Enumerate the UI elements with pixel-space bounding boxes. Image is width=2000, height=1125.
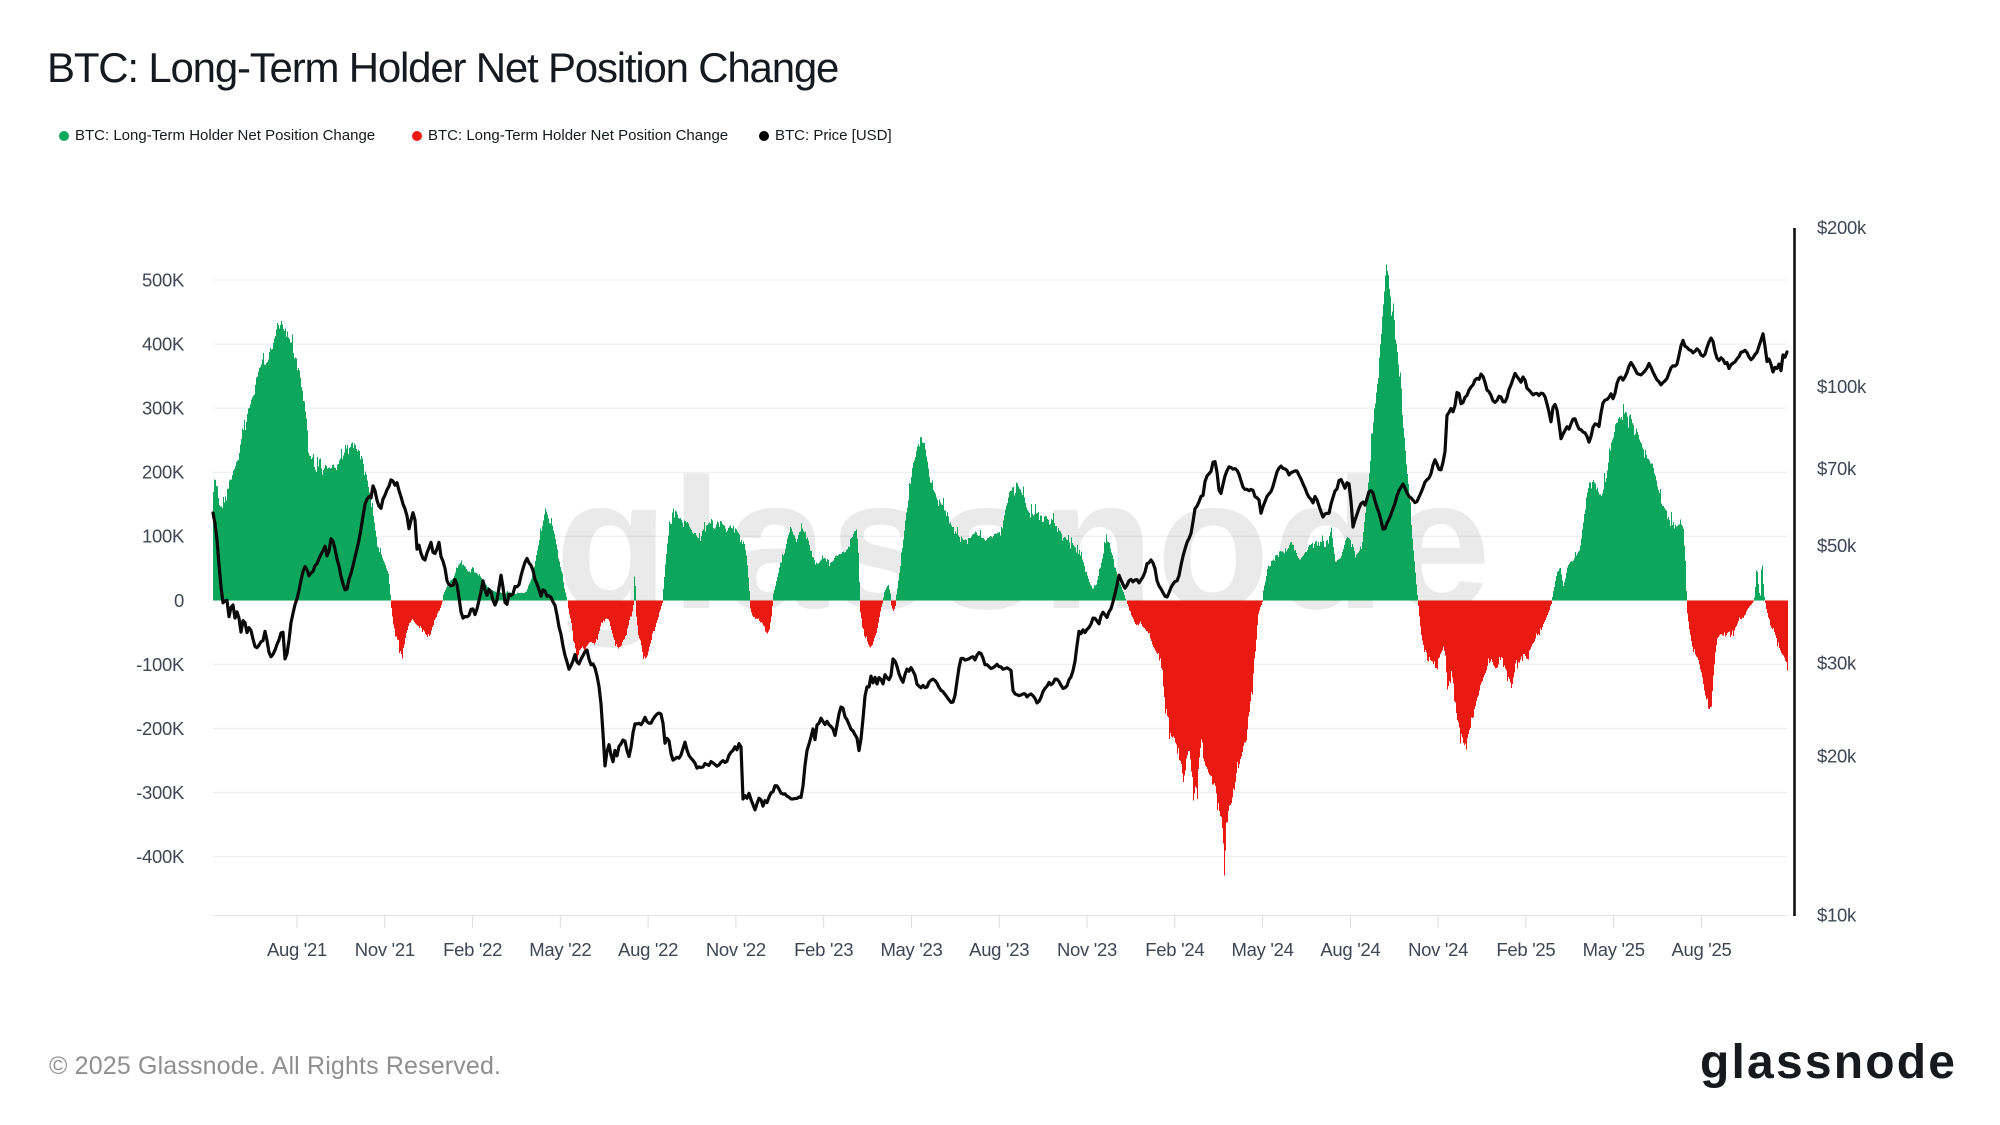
svg-text:100K: 100K (142, 526, 185, 547)
svg-text:0: 0 (174, 590, 184, 611)
svg-text:400K: 400K (142, 334, 185, 355)
svg-text:300K: 300K (142, 398, 185, 419)
svg-text:Aug '23: Aug '23 (969, 939, 1029, 960)
svg-text:Feb '24: Feb '24 (1145, 939, 1204, 960)
svg-text:$100k: $100k (1817, 376, 1867, 397)
svg-text:Feb '25: Feb '25 (1496, 939, 1555, 960)
svg-text:-200K: -200K (136, 718, 185, 739)
svg-text:$30k: $30k (1817, 652, 1857, 673)
svg-text:May '22: May '22 (529, 939, 591, 960)
svg-text:-100K: -100K (136, 654, 185, 675)
svg-text:$200k: $200k (1817, 217, 1867, 238)
svg-text:200K: 200K (142, 462, 185, 483)
svg-text:Nov '24: Nov '24 (1408, 939, 1468, 960)
svg-text:$50k: $50k (1817, 535, 1857, 556)
svg-text:Nov '21: Nov '21 (355, 939, 415, 960)
svg-text:May '23: May '23 (880, 939, 942, 960)
svg-text:Aug '22: Aug '22 (618, 939, 678, 960)
svg-text:$20k: $20k (1817, 745, 1857, 766)
svg-text:May '25: May '25 (1583, 939, 1645, 960)
svg-text:May '24: May '24 (1232, 939, 1294, 960)
svg-text:Feb '22: Feb '22 (443, 939, 502, 960)
svg-text:Nov '23: Nov '23 (1057, 939, 1117, 960)
svg-text:$10k: $10k (1817, 905, 1857, 926)
svg-text:-300K: -300K (136, 782, 185, 803)
svg-text:Feb '23: Feb '23 (794, 939, 853, 960)
svg-text:$70k: $70k (1817, 458, 1857, 479)
svg-text:Aug '21: Aug '21 (267, 939, 327, 960)
svg-text:-400K: -400K (136, 846, 185, 867)
svg-text:Nov '22: Nov '22 (706, 939, 766, 960)
svg-text:Aug '24: Aug '24 (1320, 939, 1380, 960)
svg-text:Aug '25: Aug '25 (1671, 939, 1731, 960)
svg-text:500K: 500K (142, 270, 185, 291)
